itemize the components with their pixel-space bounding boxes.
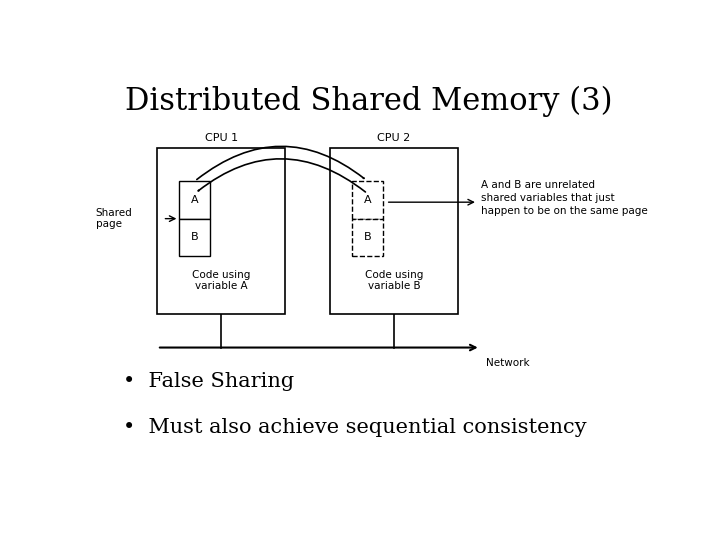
Bar — [352, 181, 383, 219]
Text: A: A — [191, 195, 199, 205]
Text: Shared
page: Shared page — [96, 208, 132, 230]
Bar — [179, 181, 210, 219]
FancyArrowPatch shape — [197, 146, 364, 179]
Text: Code using
variable B: Code using variable B — [365, 270, 423, 292]
Text: •  Must also achieve sequential consistency: • Must also achieve sequential consisten… — [124, 418, 587, 437]
Bar — [352, 219, 383, 256]
Text: B: B — [364, 232, 372, 242]
Bar — [157, 148, 285, 314]
Bar — [330, 148, 459, 314]
Text: Code using
variable A: Code using variable A — [192, 270, 251, 292]
Text: CPU 2: CPU 2 — [377, 133, 410, 143]
Text: Distributed Shared Memory (3): Distributed Shared Memory (3) — [125, 85, 613, 117]
Bar — [179, 219, 210, 256]
Text: CPU 1: CPU 1 — [204, 133, 238, 143]
Text: A and B are unrelated
shared variables that just
happen to be on the same page: A and B are unrelated shared variables t… — [481, 180, 647, 216]
FancyArrowPatch shape — [198, 159, 366, 192]
Text: •  False Sharing: • False Sharing — [124, 373, 294, 392]
Text: Network: Network — [486, 358, 530, 368]
Text: A: A — [364, 195, 372, 205]
Text: B: B — [191, 232, 199, 242]
